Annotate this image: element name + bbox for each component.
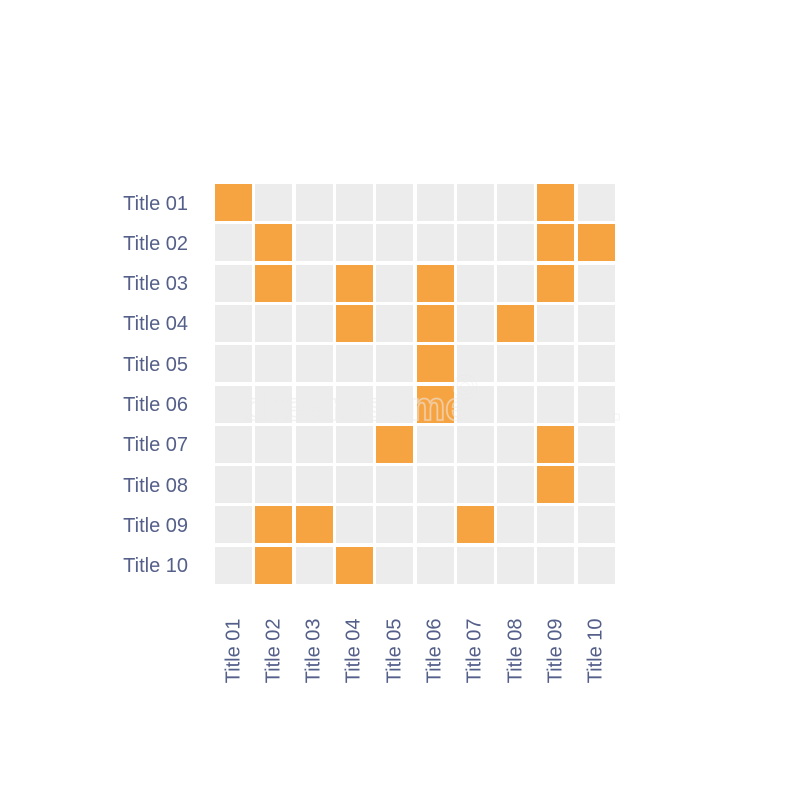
svg-text:dreamstime: dreamstime [243,385,468,429]
svg-text:.: . [611,385,622,429]
